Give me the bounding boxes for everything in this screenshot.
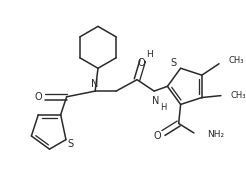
Text: H: H [146,50,153,60]
Text: S: S [170,57,176,68]
Text: S: S [68,139,74,149]
Text: O: O [153,131,161,141]
Text: CH₃: CH₃ [229,56,244,65]
Text: H: H [160,103,167,112]
Text: O: O [34,92,42,102]
Text: O: O [138,57,146,68]
Text: CH₃: CH₃ [231,91,246,100]
Text: NH₂: NH₂ [207,130,224,139]
Text: N: N [92,79,99,89]
Text: N: N [152,96,160,106]
